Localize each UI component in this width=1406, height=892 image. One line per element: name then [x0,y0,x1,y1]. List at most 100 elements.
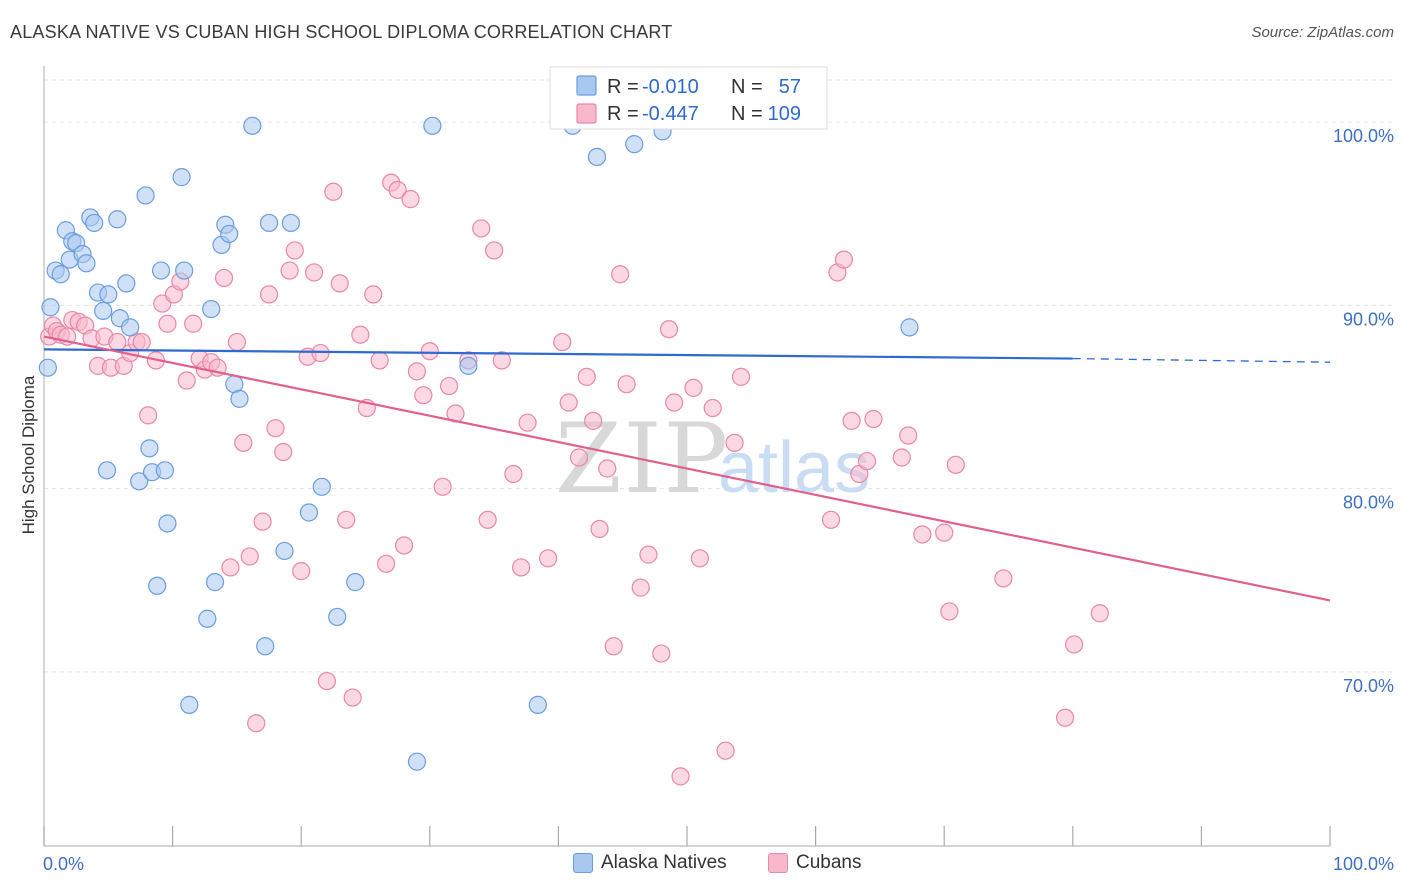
cubans-point [472,219,491,238]
legend-r-label-pink: R = [607,103,639,125]
alaska-natives-point [259,213,279,233]
y-tick-label: 90.0% [1343,309,1394,329]
alaska-natives-point [346,573,365,592]
cubans-point [343,688,362,707]
alaska-natives-point [625,135,644,154]
cubans-point [821,510,841,529]
cubans-point [240,547,259,566]
cubans-point [1064,635,1084,654]
cubans-point [892,448,911,467]
cubans-point [330,274,349,293]
alaska-natives-point [220,224,239,244]
cubans-point [994,569,1013,588]
alaska-natives-trend-line [43,348,1073,360]
alaska-natives-point [38,358,57,377]
alaska-natives-point [230,389,249,408]
x-tick-labels: 0.0% 100.0% [43,854,1394,874]
cubans-point [227,332,246,352]
cubans-point [266,419,285,438]
cubans-point [652,644,671,663]
cubans-point [420,342,439,361]
cubans-point [577,367,596,386]
gridlines [44,79,1394,673]
legend-swatch-pink [576,103,597,124]
cubans-point [842,411,861,430]
cubans-point [512,558,531,577]
legend-n-label-blue: N = [731,76,763,98]
cubans-point [132,332,151,352]
cubans-point [414,386,433,405]
cubans-point [611,265,630,284]
alaska-natives-point [407,752,427,771]
bottom-legend-swatch-blue [573,853,593,873]
cubans-points [40,173,1109,786]
chart-title: ALASKA NATIVE VS CUBAN HIGH SCHOOL DIPLO… [10,22,673,42]
alaska-natives-point [900,318,919,337]
cubans-point [394,536,414,555]
cubans-point [598,459,617,478]
cubans-point [247,714,266,733]
legend: R = -0.010 N = 57 R = -0.447 N = 109 [549,66,828,130]
cubans-point [433,477,452,496]
alaska-natives-point [205,573,225,592]
cubans-point [478,510,497,529]
cubans-point [716,741,735,760]
cubans-point [684,378,703,397]
cubans-point [539,549,558,568]
cubans-trend-line [43,335,1331,602]
alaska-natives-point [155,461,174,480]
alaska-natives-point [281,213,301,233]
cubans-point [364,285,383,304]
cubans-point [234,433,253,452]
alaska-natives-point [117,274,136,293]
trend-lines [43,335,1331,602]
cubans-point [659,320,679,339]
alaska-natives-point [148,576,167,595]
cubans-point [940,602,959,621]
watermark: ZIP atlas [555,403,870,515]
legend-r-value-blue: -0.010 [642,76,699,98]
legend-n-value-pink: 109 [768,103,801,125]
cubans-point [559,393,578,412]
cubans-point [337,510,356,529]
alaska-natives-point [243,116,262,135]
cubans-point [1090,604,1109,623]
alaska-natives-point [312,477,331,496]
cubans-point [665,393,684,412]
cubans-point [158,314,177,333]
y-tick-labels: 70.0% 80.0% 90.0% 100.0% [1333,126,1394,696]
cubans-point [221,558,240,577]
cubans-point [139,406,158,425]
legend-n-value-blue: 57 [779,76,801,98]
cubans-point [324,182,343,201]
bottom-legend-label-cubans: Cubans [796,852,862,873]
cubans-point [899,426,918,445]
alaska-natives-point [77,254,96,273]
cubans-point [317,671,337,691]
cubans-point [401,190,420,209]
x-tick-label-min: 0.0% [43,854,84,874]
alaska-natives-points [38,116,919,771]
alaska-natives-point [121,318,140,337]
legend-swatch-blue [576,75,597,96]
cubans-point [292,562,311,581]
legend-n-label-pink: N = [731,103,763,125]
cubans-point [639,545,658,564]
cubans-point [857,452,877,471]
cubans-point [370,351,389,370]
cubans-point [834,250,853,269]
cubans-point [492,351,511,370]
alaska-natives-point [180,695,199,714]
cubans-point [631,578,650,597]
cubans-point [1055,708,1075,727]
alaska-natives-point [108,210,127,229]
cubans-point [280,261,299,280]
cubans-point [731,367,751,386]
alaska-natives-point [51,265,70,284]
cubans-point [439,376,459,396]
cubans-point [725,433,744,452]
y-tick-label: 70.0% [1343,676,1394,696]
legend-r-value-pink: -0.447 [642,103,699,125]
alaska-natives-point [528,695,547,714]
alaska-natives-point [85,213,104,233]
